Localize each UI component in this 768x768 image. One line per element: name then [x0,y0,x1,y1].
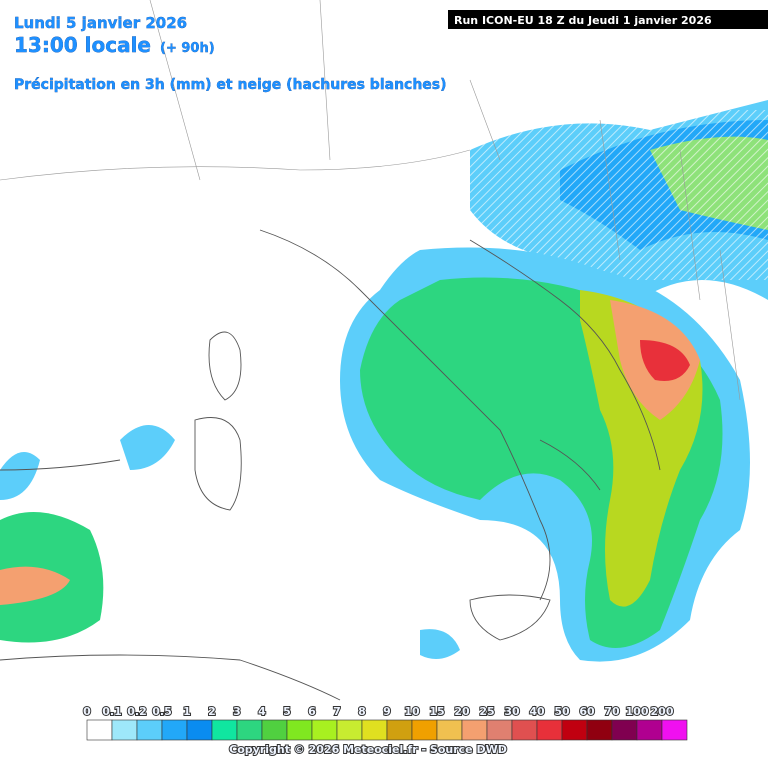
legend-swatch [411,719,438,741]
legend-swatch [361,719,388,741]
legend: 0 0.1 0.2 0.5 1 2 3 4 5 6 7 8 9 10 15 20 25 30 40 50 60 70 100… [82,704,688,741]
legend-swatch [536,719,563,741]
legend-swatch [186,719,213,741]
legend-swatch [136,719,163,741]
legend-swatch [311,719,338,741]
legend-swatch [561,719,588,741]
legend-swatch [661,719,688,741]
legend-swatch [486,719,513,741]
precipitation-field [0,100,768,662]
legend-label: 40 [529,705,545,718]
legend-label: 7 [333,705,341,718]
legend-swatch [436,719,463,741]
legend-label: 50 [554,705,570,718]
legend-swatch [86,719,113,741]
legend-label: 60 [579,705,595,718]
map-time: 13:00 locale [14,33,151,57]
legend-swatch [586,719,613,741]
legend-label: 200 [651,705,674,718]
legend-label: 1 [183,705,191,718]
legend-label: 70 [604,705,620,718]
legend-label: 4 [258,705,266,718]
legend-label: 25 [479,705,494,718]
legend-swatch [111,719,138,741]
legend-label: 0.5 [152,705,172,718]
legend-swatch [511,719,538,741]
legend-label: 20 [454,705,470,718]
legend-swatch [211,719,238,741]
legend-label: 0.1 [102,705,122,718]
legend-label: 9 [383,705,391,718]
legend-label: 5 [283,705,291,718]
legend-label: 10 [404,705,420,718]
copyright: Copyright © 2026 Meteociel.fr - Source D… [229,743,507,756]
run-info: Run ICON-EU 18 Z du Jeudi 1 janvier 2026 [454,14,712,27]
legend-label: 0 [83,705,91,718]
legend-swatch [636,719,663,741]
legend-swatch [336,719,363,741]
legend-swatch [286,719,313,741]
legend-swatch [261,719,288,741]
legend-label: 3 [233,705,241,718]
legend-label: 6 [308,705,316,718]
legend-label: 15 [429,705,444,718]
legend-swatch [461,719,488,741]
run-box [448,10,768,29]
legend-swatch [386,719,413,741]
coastlines [0,0,741,701]
legend-swatch [236,719,263,741]
legend-label: 0.2 [127,705,147,718]
legend-label: 8 [358,705,366,718]
map-date: Lundi 5 janvier 2026 [14,14,187,32]
map-subtitle: Précipitation en 3h (mm) et neige (hachu… [14,77,447,93]
legend-swatch [611,719,638,741]
legend-label: 2 [208,705,216,718]
legend-swatch [161,719,188,741]
map-lead-time: (+ 90h) [160,41,215,56]
legend-label: 30 [504,705,520,718]
legend-label: 100 [626,705,649,718]
